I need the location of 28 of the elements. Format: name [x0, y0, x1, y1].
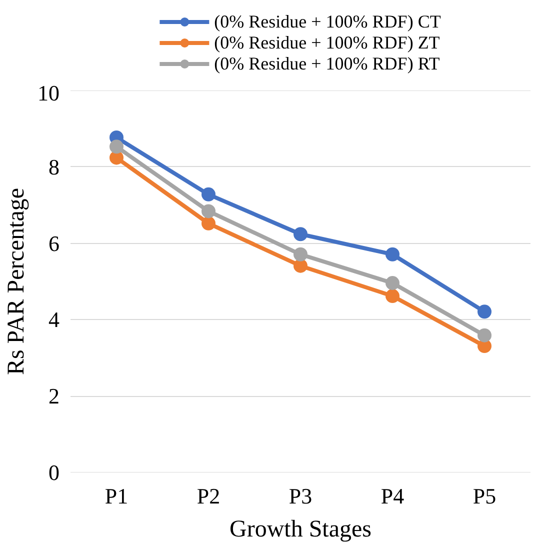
y-tick-label: 4 — [48, 307, 60, 332]
point — [386, 289, 400, 304]
point — [202, 204, 216, 218]
legend-label: (0% Residue + 100% RDF) ZT — [214, 32, 440, 53]
y-tick-label: 0 — [48, 460, 60, 485]
y-axis-title: Rs PAR Percentage — [4, 188, 30, 376]
y-tick-label: 10 — [38, 80, 60, 106]
y-tick-label: 6 — [48, 230, 60, 256]
x-tick-label: P5 — [472, 484, 496, 508]
y-tick-label: 8 — [48, 154, 60, 180]
x-tick-label: P4 — [380, 484, 404, 508]
point — [202, 187, 216, 202]
point — [478, 328, 492, 342]
point — [386, 276, 400, 290]
point — [294, 247, 308, 262]
point — [478, 304, 492, 319]
x-tick-label: P2 — [196, 484, 220, 508]
point — [294, 227, 308, 242]
y-tick-label: 2 — [48, 384, 60, 409]
point — [110, 140, 124, 154]
point — [386, 247, 400, 262]
point — [294, 258, 308, 273]
x-tick-label: P1 — [104, 484, 128, 508]
x-axis-title: Growth Stages — [230, 516, 372, 542]
x-tick-label: P3 — [288, 484, 312, 508]
legend-label: (0% Residue + 100% RDF) CT — [214, 11, 441, 32]
point — [202, 216, 216, 230]
legend-label: (0% Residue + 100% RDF) RT — [214, 53, 440, 74]
